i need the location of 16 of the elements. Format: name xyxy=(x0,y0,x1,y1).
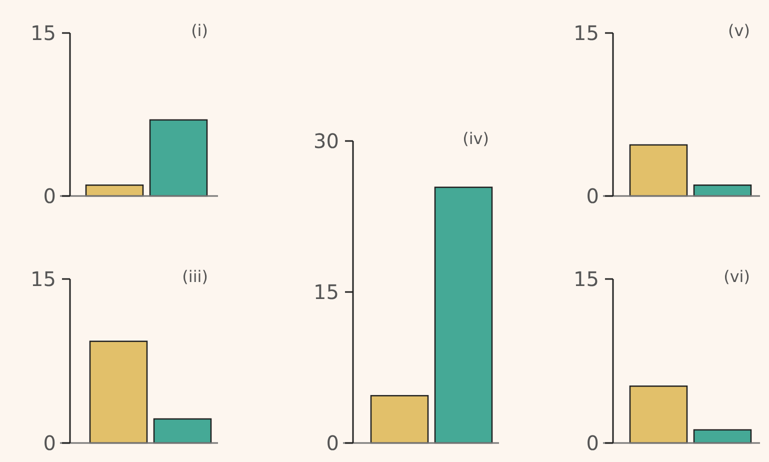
chart-title: (vi) xyxy=(724,267,750,286)
y-tick-label: 0 xyxy=(586,184,599,208)
y-tick-label: 15 xyxy=(574,21,599,45)
chart-title: (i) xyxy=(191,21,208,40)
y-tick-label: 0 xyxy=(43,431,56,455)
y-tick-label: 30 xyxy=(314,129,339,153)
y-tick-label: 0 xyxy=(586,431,599,455)
y-tick-label: 15 xyxy=(30,267,56,291)
chart-title: (v) xyxy=(728,21,750,40)
y-tick-label: 15 xyxy=(314,280,339,304)
y-tick-label: 15 xyxy=(30,21,56,45)
chart-title: (iii) xyxy=(182,267,208,286)
chart-title: (iv) xyxy=(462,129,489,148)
y-tick-label: 15 xyxy=(574,267,599,291)
y-tick-label: 0 xyxy=(326,431,339,455)
y-tick-label: 0 xyxy=(43,184,56,208)
